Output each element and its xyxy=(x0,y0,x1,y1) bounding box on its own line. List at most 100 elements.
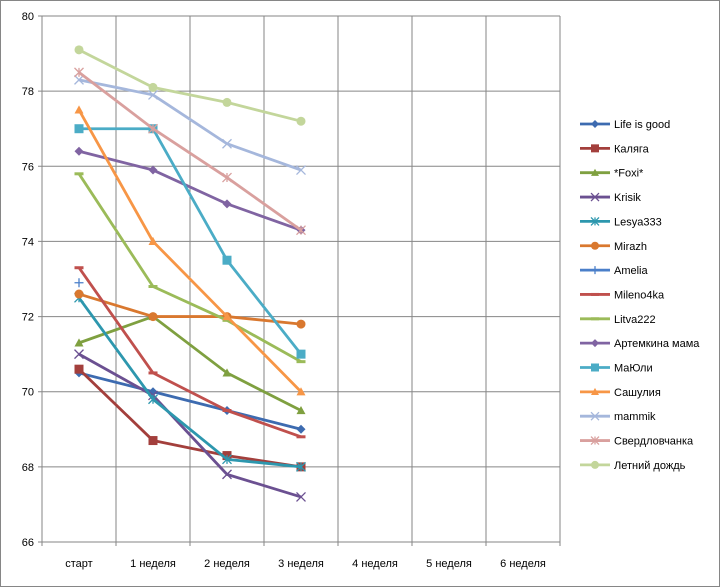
series-line xyxy=(78,371,302,431)
legend-label: Krisik xyxy=(614,192,641,204)
series-6 xyxy=(74,278,84,288)
y-tick-label: 72 xyxy=(22,312,34,324)
marker-star xyxy=(590,436,600,446)
y-tick-label: 70 xyxy=(22,387,34,399)
marker-x xyxy=(74,74,84,85)
marker-plus xyxy=(591,266,599,275)
series-line xyxy=(78,368,302,469)
legend-item: Летний дождь xyxy=(580,460,686,472)
series-7 xyxy=(74,266,306,439)
legend-label: Артемкина мама xyxy=(614,338,700,350)
marker-circle xyxy=(222,97,232,107)
legend-label: Летний дождь xyxy=(614,460,686,472)
marker-star xyxy=(222,172,232,183)
y-tick-label: 80 xyxy=(22,11,34,23)
marker-star xyxy=(148,394,158,405)
marker-triangle xyxy=(74,338,84,347)
series-13 xyxy=(74,67,306,236)
marker-square xyxy=(148,436,158,446)
x-axis: старт 1 неделя 2 неделя 3 неделя 4 неделя 5 н… xyxy=(65,558,546,570)
legend-item: Lesya333 xyxy=(580,216,662,228)
legend-item: Mirazh xyxy=(580,241,647,253)
marker-star xyxy=(296,461,306,472)
legend-label: Каляга xyxy=(614,143,650,155)
series-line xyxy=(79,127,303,356)
series-line xyxy=(78,71,302,232)
marker-circle xyxy=(296,319,306,329)
legend-item: Артемкина мама xyxy=(580,338,700,350)
marker-diamond xyxy=(296,424,306,434)
marker-x xyxy=(296,491,306,502)
marker-square xyxy=(222,255,232,265)
x-tick-label: старт xyxy=(65,558,92,570)
x-tick-label: 5 неделя xyxy=(426,558,472,570)
series-line xyxy=(77,109,302,393)
marker-x xyxy=(590,411,600,421)
legend-item: Mileno4ka xyxy=(580,289,665,301)
marker-star xyxy=(590,216,600,226)
legend-item: Krisik xyxy=(580,192,641,204)
y-axis: 66 68 70 72 74 76 78 80 xyxy=(22,11,34,549)
marker-triangle xyxy=(591,168,599,176)
legend-item: Свердловчанка xyxy=(580,436,694,448)
legend-label: *Foxi* xyxy=(614,168,644,180)
marker-triangle xyxy=(591,387,599,396)
marker-circle xyxy=(148,312,158,322)
marker-x xyxy=(148,89,158,100)
y-tick-label: 78 xyxy=(22,86,34,98)
marker-circle xyxy=(74,289,84,299)
x-tick-label: 4 неделя xyxy=(352,558,398,570)
marker-x xyxy=(296,165,306,176)
series-14 xyxy=(74,45,306,126)
marker-square xyxy=(74,364,84,374)
legend: Life is good Каляга *Foxi* Krisik Lesya333 Mi… xyxy=(580,119,700,472)
legend-item: Каляга xyxy=(580,143,650,155)
series-line xyxy=(78,352,302,499)
marker-plus xyxy=(74,278,84,288)
marker-circle xyxy=(148,82,158,92)
marker-triangle xyxy=(222,312,232,321)
series-line xyxy=(78,48,302,123)
legend-item: Amelia xyxy=(580,265,649,277)
marker-star xyxy=(222,454,232,465)
marker-triangle xyxy=(74,105,84,114)
series-12 xyxy=(74,74,306,176)
x-tick-label: 6 неделя xyxy=(500,558,546,570)
marker-diamond xyxy=(74,146,84,156)
marker-triangle xyxy=(296,406,306,415)
marker-circle xyxy=(591,460,599,469)
legend-item: mammik xyxy=(580,411,656,423)
series-line xyxy=(78,315,302,412)
marker-x xyxy=(74,349,84,360)
series-line xyxy=(77,266,302,439)
y-tick-label: 74 xyxy=(22,236,34,248)
marker-triangle xyxy=(222,368,232,377)
marker-diamond xyxy=(148,165,158,175)
series-group xyxy=(74,45,306,502)
legend-item: *Foxi* xyxy=(580,168,644,180)
series-line xyxy=(78,149,302,232)
legend-item: МаЮли xyxy=(580,363,653,375)
series-11 xyxy=(74,105,306,396)
legend-label: Lesya333 xyxy=(614,216,662,228)
series-line xyxy=(77,296,302,469)
marker-star xyxy=(296,225,306,236)
legend-label: МаЮли xyxy=(614,363,653,375)
marker-square xyxy=(74,124,84,134)
marker-triangle xyxy=(148,236,158,246)
legend-label: Свердловчанка xyxy=(614,436,694,448)
legend-item: Сашулия xyxy=(580,387,661,399)
legend-label: Litva222 xyxy=(614,314,656,326)
series-line xyxy=(78,78,302,172)
marker-diamond xyxy=(591,339,599,348)
series-line xyxy=(77,173,302,363)
marker-diamond xyxy=(591,120,599,128)
series-line xyxy=(78,292,302,326)
y-tick-label: 76 xyxy=(22,161,34,173)
marker-circle xyxy=(296,116,306,126)
marker-star xyxy=(74,67,84,78)
marker-circle xyxy=(74,45,84,55)
marker-triangle xyxy=(296,387,306,396)
x-tick-label: 3 неделя xyxy=(278,558,324,570)
